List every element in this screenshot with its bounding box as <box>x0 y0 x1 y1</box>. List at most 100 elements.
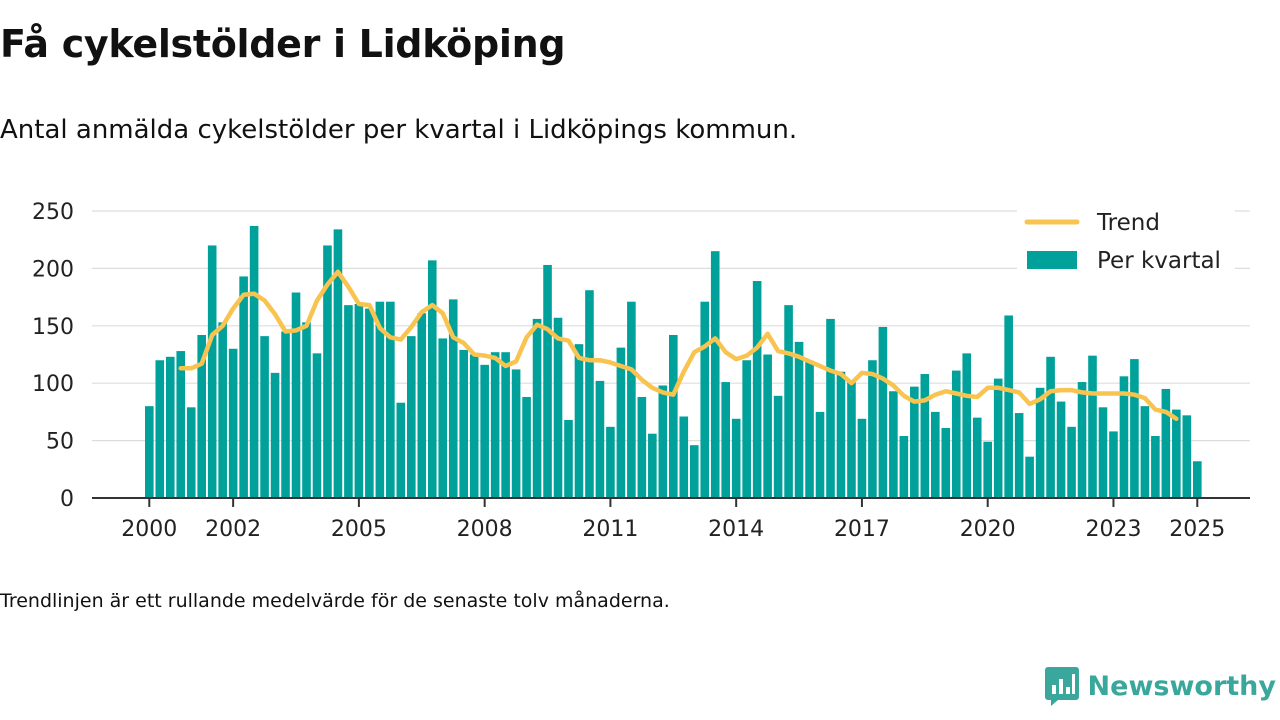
bar <box>910 386 919 498</box>
bar <box>815 411 825 498</box>
bar <box>1025 456 1034 498</box>
bar <box>773 395 783 498</box>
y-tick-label: 100 <box>32 372 74 397</box>
chart-subtitle: Antal anmälda cykelstölder per kvartal i… <box>0 115 798 145</box>
bar <box>616 347 626 498</box>
bar <box>1098 407 1108 498</box>
bar <box>606 426 615 498</box>
x-tick-label: 2023 <box>1085 517 1141 542</box>
bar <box>941 427 951 498</box>
bar <box>186 407 196 498</box>
bar <box>710 251 720 498</box>
bar <box>417 313 427 498</box>
bar <box>197 334 206 498</box>
bar <box>1014 413 1024 498</box>
bar <box>679 416 689 498</box>
bar <box>889 391 898 498</box>
bar <box>669 334 678 498</box>
bar <box>1035 387 1045 498</box>
bar <box>826 318 835 498</box>
bar <box>1182 415 1192 498</box>
bar <box>281 331 290 498</box>
bar <box>490 352 500 498</box>
bar <box>312 353 322 498</box>
bar <box>574 344 584 498</box>
bar <box>847 382 856 498</box>
bar <box>532 318 542 498</box>
bar <box>1046 356 1055 498</box>
bar <box>721 382 730 498</box>
bar <box>396 402 406 498</box>
bar <box>165 356 175 498</box>
bar <box>354 303 364 498</box>
bar <box>983 441 992 498</box>
bar <box>1119 376 1129 498</box>
x-tick-label: 2002 <box>205 517 261 542</box>
x-tick-label: 2020 <box>960 517 1016 542</box>
bar <box>1067 426 1076 498</box>
bar <box>333 229 343 499</box>
bar <box>731 418 741 498</box>
brand-name: Newsworthy <box>1087 670 1276 702</box>
bar <box>553 317 563 498</box>
brand-logo: Newsworthy <box>1044 664 1276 708</box>
bar <box>365 308 374 498</box>
bar <box>742 360 751 498</box>
bar <box>1056 401 1066 498</box>
bar <box>1130 359 1139 498</box>
bar <box>1088 355 1097 498</box>
bar-chart: 0 50 100 150 200 250 2000 2002 2005 2008 2011 2014 2… <box>32 200 1250 542</box>
bar <box>700 301 710 498</box>
bar <box>899 436 909 498</box>
bar <box>564 419 573 498</box>
bar <box>1140 406 1150 498</box>
bar <box>1161 388 1171 498</box>
bar <box>763 354 772 498</box>
chart-footnote: Trendlinjen är ett rullande medelvärde f… <box>0 590 670 612</box>
bar <box>239 276 248 498</box>
bar <box>784 305 793 498</box>
bar <box>1172 409 1181 498</box>
bar <box>375 301 385 498</box>
bar <box>438 338 448 498</box>
bar <box>501 352 510 498</box>
bar <box>480 364 489 498</box>
bar <box>1151 436 1160 498</box>
bar <box>627 301 636 498</box>
bar <box>1193 461 1202 498</box>
bar <box>323 245 332 498</box>
bar <box>176 351 186 498</box>
bar <box>260 336 269 498</box>
legend-bar-label: Per kvartal <box>1097 248 1221 274</box>
bar <box>931 411 940 498</box>
bar <box>972 417 982 498</box>
x-tick-label: 2005 <box>331 517 387 542</box>
y-tick-label: 250 <box>32 200 74 225</box>
x-tick-label: 2025 <box>1169 517 1225 542</box>
bar <box>543 264 552 498</box>
bar <box>155 360 165 498</box>
bar <box>648 433 657 498</box>
x-tick-label: 2011 <box>582 517 638 542</box>
bar <box>836 371 846 498</box>
y-tick-label: 200 <box>32 257 74 282</box>
bar <box>637 396 647 498</box>
legend-trend-label: Trend <box>1096 210 1160 236</box>
y-tick-label: 150 <box>32 315 74 340</box>
bar <box>386 301 395 498</box>
bar <box>407 336 416 498</box>
bar <box>752 281 762 498</box>
bar <box>145 406 154 498</box>
bar <box>658 385 668 498</box>
bar <box>1077 382 1087 498</box>
bar <box>522 396 531 498</box>
bar <box>805 361 814 498</box>
bar <box>1109 431 1118 498</box>
bar <box>291 292 301 498</box>
bar <box>689 445 699 498</box>
y-tick-label: 0 <box>60 487 74 512</box>
x-tick-label: 2000 <box>121 517 177 542</box>
bar <box>228 348 238 498</box>
bar <box>794 341 804 498</box>
bar <box>951 370 961 498</box>
